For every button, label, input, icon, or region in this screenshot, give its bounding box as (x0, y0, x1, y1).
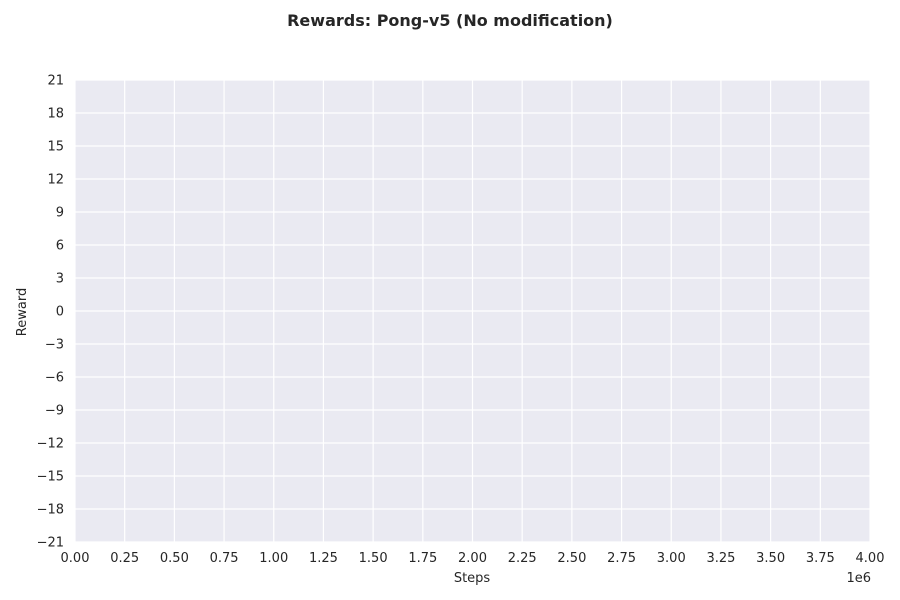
y-tick-labels: 21 18 15 12 9 6 3 0 −3 −6 −9 −12 −15 −18 −21 (37, 74, 64, 551)
x-tick-label: 0.25 (110, 551, 139, 566)
x-tick-label: 4.00 (856, 551, 885, 566)
x-tick-label: 0.50 (160, 551, 189, 566)
y-tick-label: −3 (45, 338, 64, 353)
x-tick-label: 1.00 (259, 551, 288, 566)
y-tick-label: 6 (56, 239, 64, 254)
x-tick-label: 0.00 (61, 551, 90, 566)
x-tick-label: 0.75 (210, 551, 239, 566)
x-tick-labels: 0.00 0.25 0.50 0.75 1.00 1.25 1.50 1.75 2.00 2.25… (61, 551, 885, 566)
x-tick-label: 3.75 (806, 551, 835, 566)
chart-title: Rewards: Pong-v5 (No modification) (287, 11, 613, 30)
y-tick-label: −15 (37, 470, 64, 485)
x-axis-offset-label: 1e6 (846, 571, 871, 586)
y-tick-label: −9 (45, 404, 64, 419)
y-tick-label: 15 (47, 140, 64, 155)
y-tick-label: 0 (56, 305, 64, 320)
x-tick-label: 3.50 (756, 551, 785, 566)
x-tick-label: 1.50 (359, 551, 388, 566)
x-tick-label: 1.25 (309, 551, 338, 566)
y-tick-label: 9 (56, 206, 64, 221)
x-tick-label: 3.00 (657, 551, 686, 566)
x-tick-label: 2.50 (557, 551, 586, 566)
y-tick-label: −12 (37, 437, 64, 452)
x-tick-label: 2.00 (458, 551, 487, 566)
y-tick-label: −18 (37, 503, 64, 518)
x-axis-label: Steps (454, 571, 491, 586)
grid-lines (74, 79, 871, 543)
y-tick-label: 18 (47, 107, 64, 122)
y-axis-label: Reward (15, 288, 30, 336)
y-tick-label: 12 (47, 173, 64, 188)
x-tick-label: 2.75 (607, 551, 636, 566)
x-tick-label: 3.25 (706, 551, 735, 566)
y-tick-label: 21 (47, 74, 64, 89)
y-tick-label: −6 (45, 371, 64, 386)
x-tick-label: 2.25 (508, 551, 537, 566)
y-tick-label: 3 (56, 272, 64, 287)
x-tick-label: 1.75 (408, 551, 437, 566)
y-tick-label: −21 (37, 536, 64, 551)
